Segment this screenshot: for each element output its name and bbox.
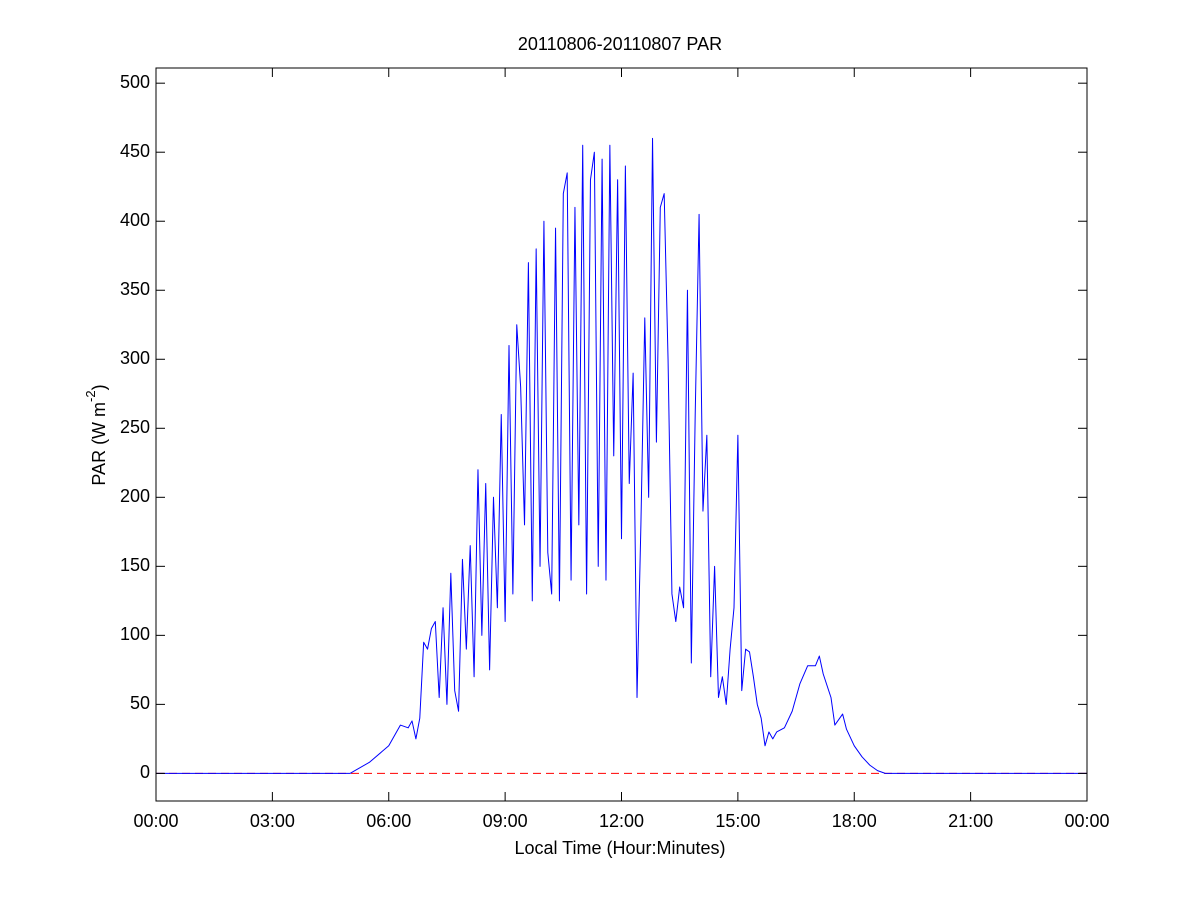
x-tick-label: 12:00 — [599, 811, 644, 831]
y-axis-label-close: ) — [89, 384, 109, 390]
y-tick-label: 300 — [120, 348, 150, 368]
y-axis-label-main: PAR (W m — [89, 402, 109, 486]
y-tick-label: 250 — [120, 417, 150, 437]
y-tick-label: 200 — [120, 486, 150, 506]
y-tick-label: 0 — [140, 762, 150, 782]
y-tick-label: 150 — [120, 555, 150, 575]
x-tick-label: 15:00 — [715, 811, 760, 831]
data-line — [156, 137, 1087, 774]
chart-title: 20110806-20110807 PAR — [518, 34, 722, 54]
y-tick-label: 500 — [120, 72, 150, 92]
x-tick-label: 03:00 — [250, 811, 295, 831]
x-axis-label: Local Time (Hour:Minutes) — [514, 838, 725, 858]
y-tick-label: 100 — [120, 624, 150, 644]
x-tick-label: 06:00 — [366, 811, 411, 831]
x-tick-label: 00:00 — [1064, 811, 1109, 831]
y-axis-label-superscript: -2 — [83, 390, 98, 402]
x-tick-label: 00:00 — [133, 811, 178, 831]
y-tick-label: 400 — [120, 210, 150, 230]
x-tick-label: 18:00 — [832, 811, 877, 831]
y-tick-label: 450 — [120, 141, 150, 161]
y-tick-label: 350 — [120, 279, 150, 299]
y-tick-label: 50 — [130, 693, 150, 713]
x-tick-label: 21:00 — [948, 811, 993, 831]
y-axis-label: PAR (W m-2) — [83, 384, 108, 485]
x-tick-label: 09:00 — [483, 811, 528, 831]
